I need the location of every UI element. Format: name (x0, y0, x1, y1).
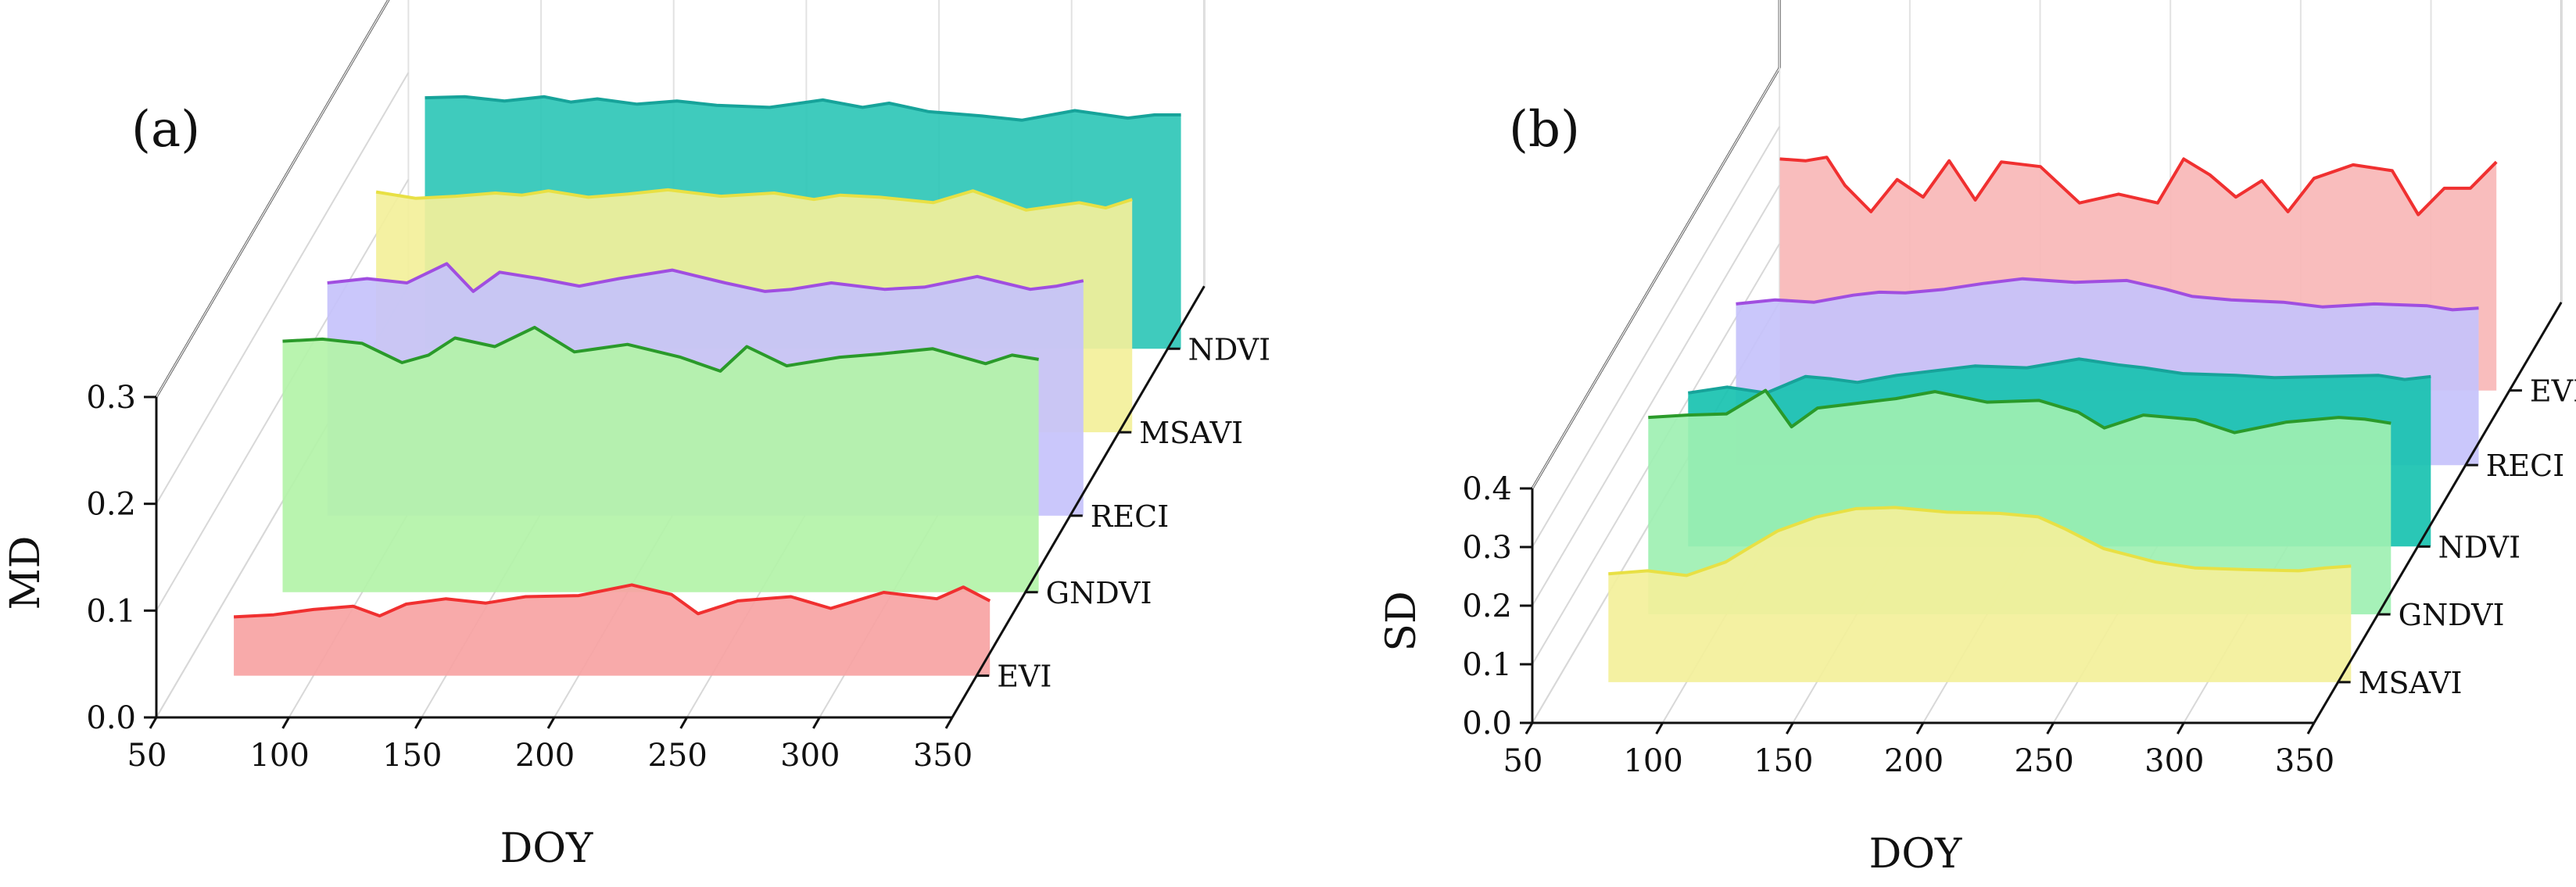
depth-label-gndvi: GNDVI (2399, 598, 2505, 632)
x-tick (679, 717, 688, 729)
y-axis-title: SD (1378, 591, 1425, 651)
panel-a: 50 100 150 200 250 300 350 0.0 0.1 0.2 0.3 EVI GNDVI… (2, 0, 1270, 872)
x-tick (812, 717, 821, 729)
series-area-evi (234, 585, 991, 676)
series-line-msavi (1608, 506, 2352, 578)
wall-grid-line (156, 0, 389, 398)
depth-label-evi: EVI (997, 660, 1052, 694)
series-area-gndvi (282, 327, 1039, 592)
y-tick-label: 0.4 (1462, 471, 1512, 507)
series-line-ndvi (425, 95, 1181, 122)
x-tick-label: 50 (127, 738, 167, 774)
depth-axis-line (2313, 302, 2563, 724)
x-tick-label: 150 (382, 738, 442, 774)
depth-label-evi: EVI (2530, 374, 2576, 409)
y-tick-label: 0.0 (1462, 706, 1512, 742)
x-tick (281, 717, 290, 729)
depth-label-msavi: MSAVI (1139, 416, 1243, 450)
series-area-msavi (1608, 507, 2352, 682)
y-tick-label: 0.1 (1462, 647, 1512, 683)
x-tick (2177, 722, 2185, 735)
y-axis-title: MD (2, 536, 49, 610)
x-tick-label: 150 (1754, 743, 1813, 779)
series-line-reci (327, 262, 1084, 293)
depth-label-msavi: MSAVI (2359, 666, 2463, 700)
x-tick-label: 250 (2014, 743, 2073, 779)
wall-grid-line (1532, 126, 1781, 548)
x-tick-label: 200 (515, 738, 575, 774)
x-tick (944, 717, 954, 729)
y-tick-label: 0.2 (1462, 588, 1512, 624)
x-tick-label: 100 (249, 738, 309, 774)
x-tick (2046, 722, 2055, 735)
series-line-reci (1736, 277, 2479, 312)
wall-grid-line (156, 72, 410, 505)
x-tick-label: 50 (1503, 743, 1543, 779)
x-tick (149, 717, 158, 729)
wall-grid-line (1532, 184, 1781, 606)
depth-label-gndvi: GNDVI (1046, 576, 1152, 610)
y-tick-label: 0.2 (86, 487, 136, 523)
x-tick (2306, 722, 2316, 735)
y-tick-label: 0.3 (1462, 530, 1512, 566)
depth-label-reci: RECI (1091, 499, 1169, 534)
series-line-evi (233, 583, 991, 619)
x-tick-label: 350 (913, 738, 973, 774)
x-axis-title: DOY (500, 825, 593, 872)
series-line-gndvi (282, 325, 1039, 373)
x-tick (414, 717, 423, 729)
x-tick (1915, 722, 1925, 735)
wall-grid-line (1532, 67, 1781, 489)
x-axis-title: DOY (1869, 831, 1962, 878)
series-line-gndvi (1648, 388, 2391, 435)
x-tick (1786, 722, 1794, 735)
series-line-msavi (375, 188, 1133, 212)
x-tick-label: 100 (1623, 743, 1682, 779)
depth-label-ndvi: NDVI (1188, 332, 1271, 367)
y-tick-label: 0.1 (86, 593, 136, 629)
wall-grid-line (156, 179, 410, 611)
depth-axis-line (951, 285, 1206, 718)
x-tick (1524, 722, 1534, 735)
x-tick (1655, 722, 1664, 735)
panel-b: 50 100 150 200 250 300 350 0.0 0.1 0.2 0.3 0.4 MSAVI… (1378, 0, 2576, 878)
depth-label-reci: RECI (2486, 449, 2564, 483)
series-line-evi (1779, 156, 2498, 216)
series-line-ndvi (1688, 357, 2431, 395)
x-tick-label: 300 (780, 738, 840, 774)
depth-label-ndvi: NDVI (2438, 530, 2521, 564)
y-tick-label: 0.0 (86, 700, 136, 736)
y-tick-label: 0.3 (86, 380, 136, 416)
x-tick-label: 350 (2275, 743, 2334, 779)
panel-label: (b) (1509, 101, 1580, 159)
x-tick (546, 717, 556, 729)
x-tick-label: 200 (1884, 743, 1944, 779)
x-tick-label: 250 (647, 738, 707, 774)
panel-label: (a) (131, 101, 200, 159)
x-tick-label: 300 (2144, 743, 2204, 779)
